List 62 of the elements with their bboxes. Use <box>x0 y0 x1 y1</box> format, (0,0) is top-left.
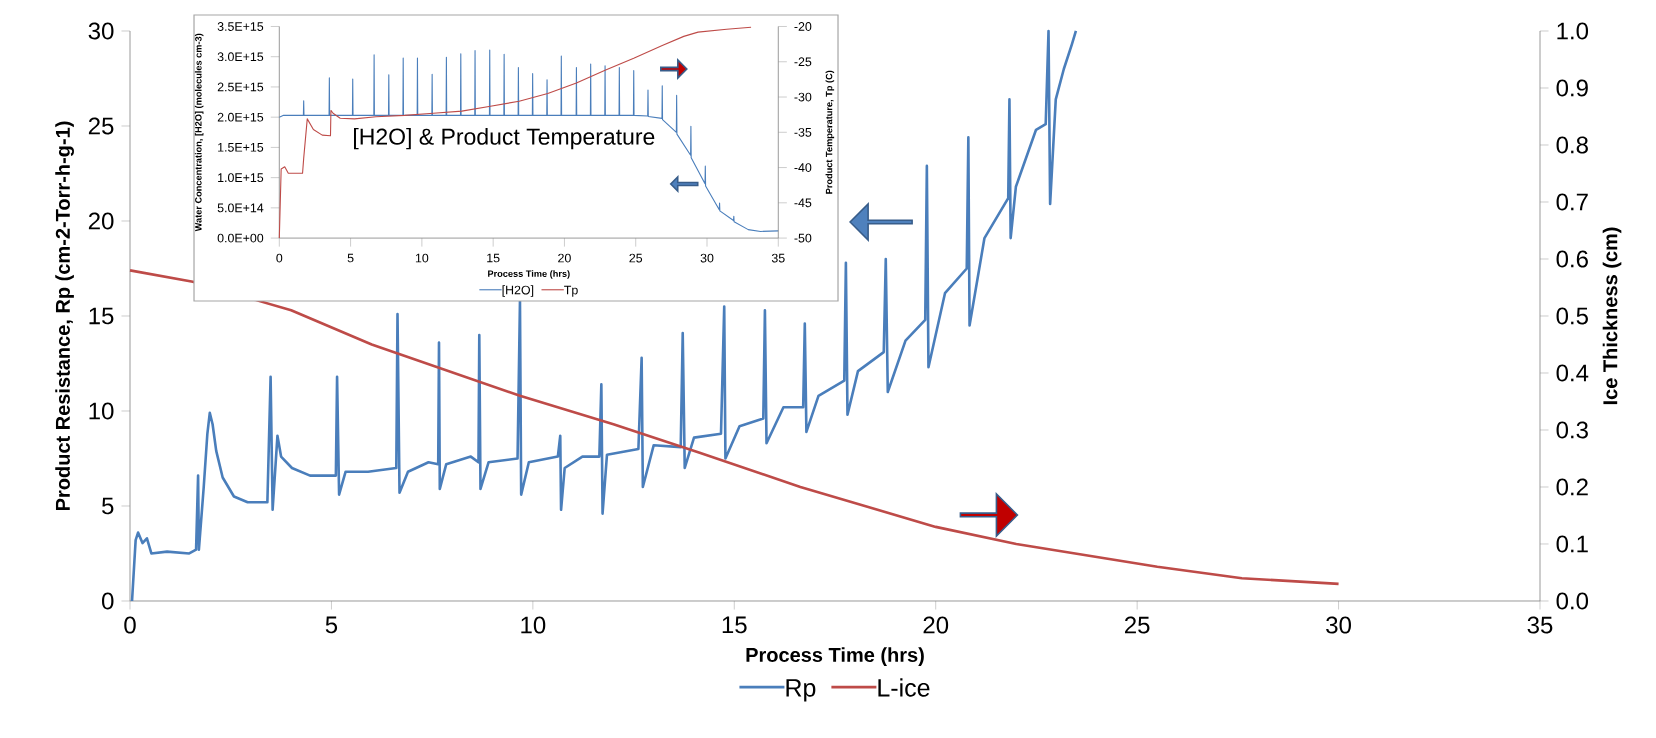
y-tick-label: 3.5E+15 <box>217 22 264 31</box>
legend-label: Tp <box>564 285 578 297</box>
y2-tick-label: 0.2 <box>1556 478 1588 496</box>
y2-tick-label: -25 <box>794 57 812 67</box>
x-tick-label: 10 <box>415 253 429 263</box>
x-tick-label: 30 <box>1326 616 1351 634</box>
y-tick-label: 1.5E+15 <box>218 143 264 152</box>
line-series <box>128 269 1340 586</box>
x-tick-label: 25 <box>629 253 643 263</box>
legend-label: [H2O] <box>502 285 534 297</box>
y2-tick-label: -35 <box>794 127 812 137</box>
y-tick-label: 3.0E+15 <box>217 52 264 62</box>
x-tick-label: 15 <box>722 616 747 634</box>
y2-tick-label: 0.4 <box>1556 364 1589 382</box>
x-tick-label: 35 <box>1527 616 1553 634</box>
y2-tick-label: -45 <box>794 198 812 208</box>
y-tick-label: 5.0E+14 <box>217 203 264 213</box>
line-series <box>278 26 752 239</box>
x-axis-title: Process Time (hrs) <box>488 270 570 279</box>
y2-tick-label: 0.6 <box>1556 250 1588 268</box>
y2-tick-label: 1.0 <box>1557 22 1589 40</box>
legend-label: L-ice <box>878 678 930 697</box>
y-tick-label: 5 <box>102 497 114 515</box>
y-tick-label: 0.0E+00 <box>217 233 264 243</box>
text: [H2O] & Product Temperature <box>354 127 655 150</box>
x-tick-label: 0 <box>124 616 136 634</box>
x-tick-label: 5 <box>347 253 354 263</box>
x-tick-label: 30 <box>700 253 714 263</box>
y2-tick-label: -40 <box>794 163 812 172</box>
y2-tick-label: 0.0 <box>1556 592 1589 610</box>
y-axis-title: Water Concentration, [H2O] (molecules cm-3) <box>194 33 204 232</box>
y-tick-label: 1.0E+15 <box>218 173 264 183</box>
y2-tick-label: 0.7 <box>1556 193 1588 211</box>
y2-tick-label: 0.1 <box>1556 535 1588 553</box>
x-tick-label: 20 <box>923 616 949 634</box>
y2-tick-label: 0.5 <box>1556 307 1588 325</box>
x-tick-label: 15 <box>487 253 500 263</box>
y-tick-label: 10 <box>89 402 114 420</box>
y-tick-label: 25 <box>88 117 114 135</box>
x-tick-label: 35 <box>771 253 785 263</box>
y-tick-label: 20 <box>88 212 114 230</box>
y2-tick-label: 0.9 <box>1556 79 1588 97</box>
legend-label: Rp <box>786 679 816 702</box>
x-tick-label: 10 <box>521 616 546 634</box>
x-tick-label: 0 <box>276 253 283 263</box>
y-tick-label: 30 <box>88 22 114 40</box>
y2-tick-label: -30 <box>794 92 812 102</box>
x-tick-label: 5 <box>325 616 338 634</box>
y-tick-label: 2.0E+15 <box>217 112 264 122</box>
y2-tick-label: 0.3 <box>1556 421 1588 439</box>
y-tick-label: 15 <box>89 307 114 325</box>
y2-tick-label: 0.8 <box>1556 136 1588 154</box>
y2-axis-title: Ice Thickness (cm) <box>1602 227 1622 405</box>
y2-axis-title: Product Temperature, Tp (C) <box>825 70 835 194</box>
x-axis-title: Process Time (hrs) <box>746 647 924 666</box>
x-tick-label: 25 <box>1124 616 1150 634</box>
y-axis-title: Product Resistance, Rp (cm-2-Torr-h-g-1) <box>55 121 74 511</box>
y2-tick-label: -50 <box>794 233 812 243</box>
x-tick-label: 20 <box>558 253 571 263</box>
y-tick-label: 0 <box>102 592 114 610</box>
y2-tick-label: -20 <box>794 22 812 31</box>
y-tick-label: 2.5E+15 <box>217 82 264 92</box>
